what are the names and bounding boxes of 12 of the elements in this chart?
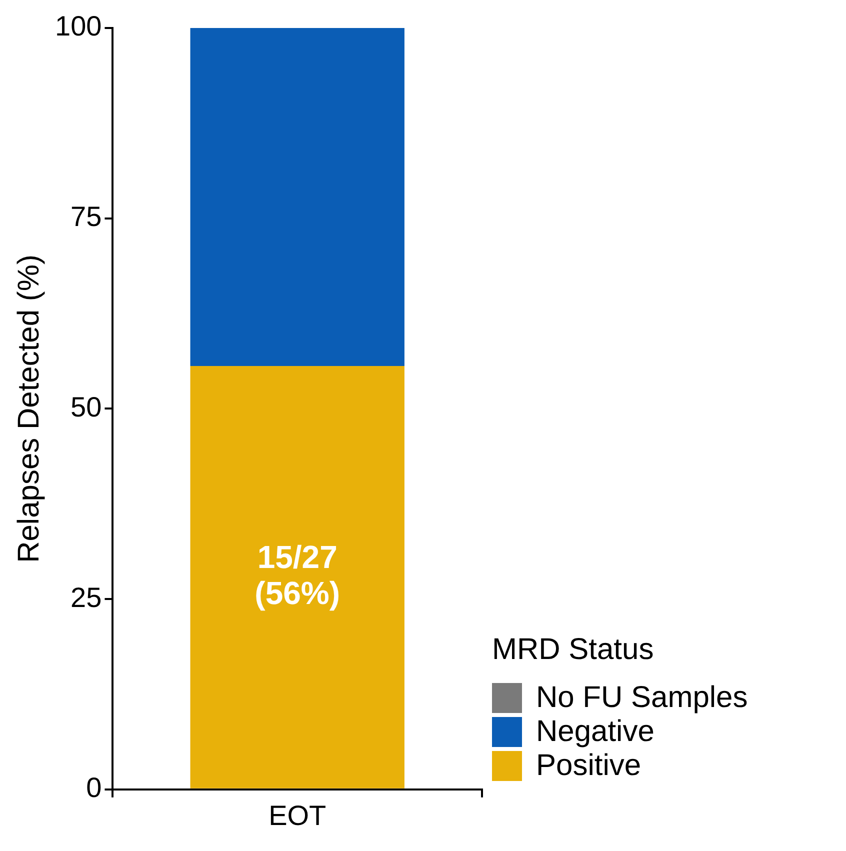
y-tick-label: 100: [55, 10, 102, 42]
x-tick-label: EOT: [268, 800, 326, 831]
legend-title: MRD Status: [492, 633, 655, 667]
y-axis-title: Relapses Detected (%): [12, 254, 46, 563]
y-tick-label: 50: [70, 391, 102, 422]
legend-label: No FU Samples: [536, 681, 748, 715]
legend-label: Positive: [536, 749, 642, 783]
y-tick-label: 25: [70, 582, 102, 613]
data-label: 15/27 (56%): [254, 539, 340, 612]
y-tick-label: 0: [86, 772, 102, 804]
y-tick-label: 75: [70, 201, 102, 232]
legend-label: Negative: [536, 715, 654, 749]
